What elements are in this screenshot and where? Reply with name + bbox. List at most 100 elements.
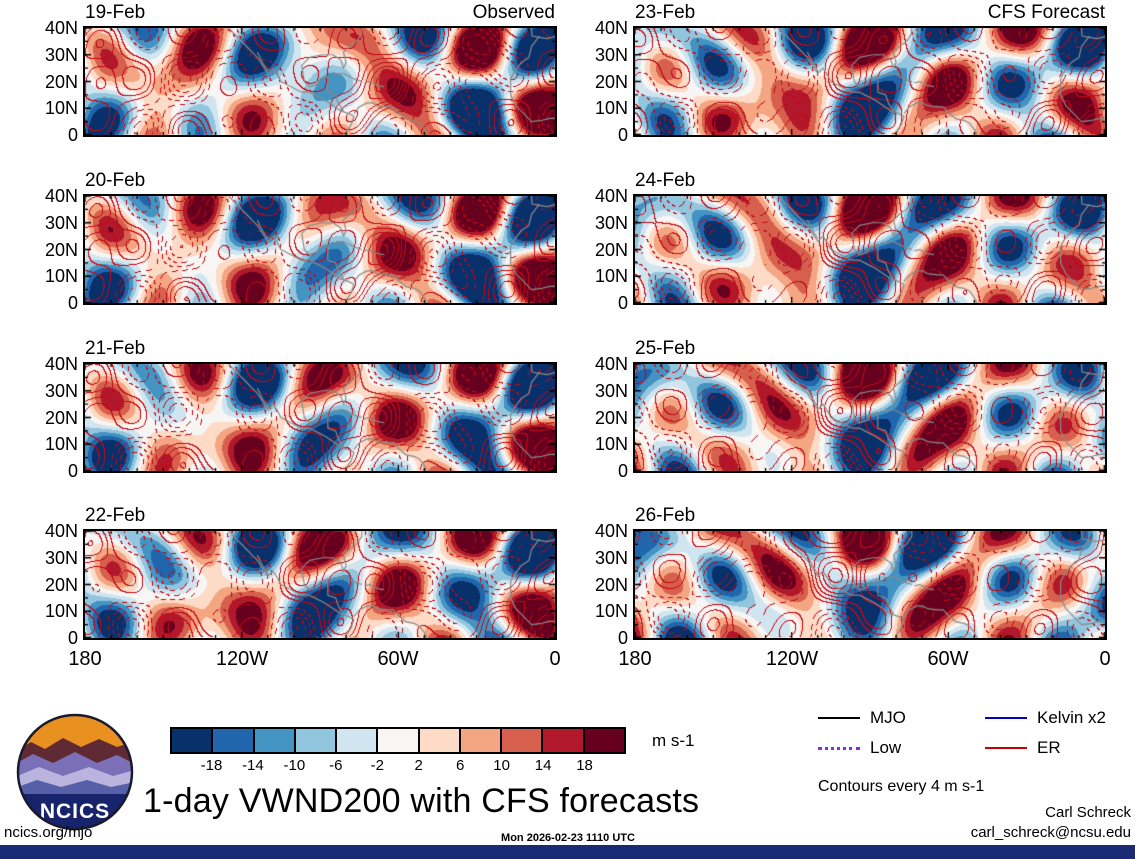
colorbar-tick-label: 2 [414,757,423,774]
map-panel-20-feb: 20-Feb 40N 30N 20N 10N 0 [45,170,557,313]
legend-label: Kelvin x2 [1037,708,1106,727]
y-axis-tick-label: 0 [617,293,628,313]
ncics-logo: NCICS [15,712,135,837]
colorbar-tick-label: 14 [534,757,552,774]
panel-date-label: 25-Feb [635,338,696,359]
map-panel-24-feb: 24-Feb 40N 30N 20N 10N 0 [595,170,1107,313]
panel-date-label: 23-Feb [635,2,696,23]
y-axis-tick-label: 0 [67,125,78,145]
x-axis-tick-label: 0 [549,648,561,670]
x-axis-tick-label: 180 [68,648,102,670]
kelvin-line-sample [985,717,1027,719]
panel-date-label: 20-Feb [85,170,146,191]
legend-item-low: Low [818,738,901,760]
y-axis-tick-label: 40N [594,18,628,38]
colorbar-cell [254,729,296,752]
y-axis-tick-label: 20N [594,71,628,92]
x-axis-labels-left: 180 120W 60W 0 [68,648,560,674]
x-axis-tick-label: 120W [765,648,819,670]
x-axis-tick-label: 60W [927,648,969,670]
vwnd200-map-canvas [633,529,1107,640]
colorbar-cells [170,727,626,754]
y-axis-tick-label: 0 [67,461,78,481]
vwnd200-map-canvas [633,362,1107,473]
y-axis-tick-label: 20N [594,407,628,428]
y-axis-tick-label: 0 [67,293,78,313]
y-axis-tick-label: 40N [44,354,78,374]
colorbar-cell [172,729,214,752]
y-axis-tick-label: 40N [594,354,628,374]
y-axis-tick-label: 40N [44,18,78,38]
y-axis-tick-label: 10N [594,266,628,287]
colorbar: -18 -14 -10 -6 -2 2 6 10 14 18 [170,727,626,774]
map-panel-19-feb: 19-Feb Observed 40N 30N 20N 10N 0 [45,2,557,145]
y-axis-tick-label: 30N [594,212,628,233]
colorbar-tick-label: -14 [242,757,264,774]
colorbar-cell [213,729,255,752]
y-axis-tick-label: 10N [44,601,78,622]
colorbar-labels: -18 -14 -10 -6 -2 2 6 10 14 18 [170,754,626,774]
y-axis-tick-label: 0 [617,628,628,648]
y-axis-tick-label: 10N [594,434,628,455]
colorbar-cell [543,729,585,752]
y-axis-tick-label: 10N [594,98,628,119]
footer-url: ncics.org/mjo [4,824,93,841]
vwnd200-map-canvas [83,26,557,137]
x-axis-tick-label: 0 [1099,648,1111,670]
panel-date-label: 22-Feb [85,505,146,526]
y-axis-tick-label: 30N [44,212,78,233]
contour-interval-note: Contours every 4 m s-1 [818,778,985,795]
legend-label: MJO [870,708,906,727]
vwnd200-map-canvas [633,194,1107,305]
panel-date-label: 24-Feb [635,170,696,191]
y-axis-tick-label: 40N [44,186,78,206]
y-axis-tick-label: 30N [44,380,78,401]
colorbar-tick-label: 18 [576,757,593,774]
colorbar-tick-label: -18 [200,757,223,774]
er-line-sample [985,747,1027,749]
x-axis-labels-right: 180 120W 60W 0 [618,648,1110,674]
x-axis-tick-label: 120W [215,648,269,670]
low-line-sample [818,746,860,750]
colorbar-cell [460,729,503,752]
y-axis-tick-label: 0 [67,628,78,648]
y-axis-tick-label: 40N [594,186,628,206]
column-header-cfs-forecast: CFS Forecast [987,2,1105,23]
legend-item-er: ER [985,738,1061,760]
colorbar-tick-label: 10 [493,757,510,774]
column-header-observed: Observed [472,2,555,23]
ncics-logo-image: NCICS [16,713,134,831]
footer-email: carl_schreck@ncsu.edu [970,824,1131,841]
colorbar-units: m s-1 [652,731,695,750]
map-panel-26-feb: 26-Feb 40N 30N 20N 10N 0 [595,505,1107,648]
y-axis-tick-label: 40N [594,521,628,541]
y-axis-tick-label: 20N [44,239,78,260]
footer-timestamp: Mon 2026-02-23 1110 UTC [501,832,635,844]
colorbar-cell [419,729,461,752]
ncics-logo-text: NCICS [40,800,110,823]
y-axis-tick-label: 20N [44,407,78,428]
y-axis-tick-label: 0 [617,125,628,145]
map-panel-21-feb: 21-Feb 40N 30N 20N 10N 0 [45,338,557,481]
y-axis-tick-label: 20N [44,71,78,92]
colorbar-tick-label: -6 [329,757,343,774]
colorbar-tick-label: -10 [283,757,306,774]
y-axis-tick-label: 20N [594,239,628,260]
y-axis-tick-label: 10N [44,434,78,455]
y-axis-tick-label: 30N [44,44,78,65]
y-axis-tick-label: 20N [44,574,78,595]
map-panel-25-feb: 25-Feb 40N 30N 20N 10N 0 [595,338,1107,481]
footer-author: Carl Schreck [1045,804,1131,821]
y-axis-tick-label: 10N [44,266,78,287]
vwnd200-map-canvas [83,362,557,473]
legend-label: Low [870,738,902,757]
legend-item-mjo: MJO [818,708,906,730]
colorbar-cell [378,729,420,752]
vwnd200-map-canvas [83,194,557,305]
x-axis-tick-label: 180 [618,648,652,670]
map-panel-22-feb: 22-Feb 40N 30N 20N 10N 0 [45,505,557,648]
figure-title: 1-day VWND200 with CFS forecasts [143,782,700,820]
y-axis-tick-label: 10N [44,98,78,119]
y-axis-tick-label: 30N [594,380,628,401]
